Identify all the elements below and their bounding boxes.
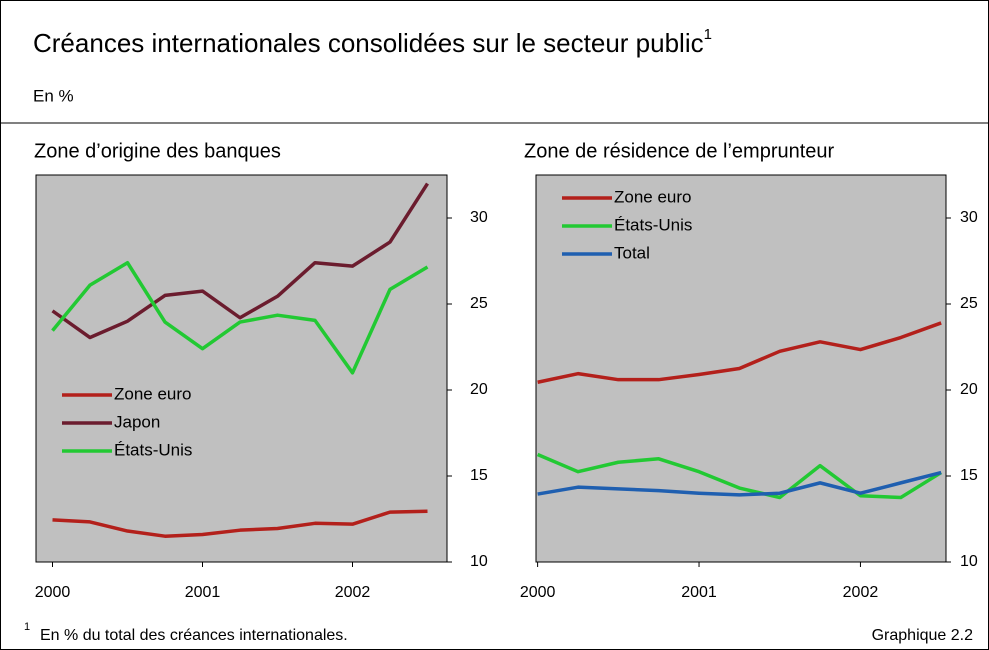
x-tick-label: 2001 bbox=[185, 584, 221, 601]
x-tick-label: 2002 bbox=[843, 584, 879, 601]
footnote-marker: 1 bbox=[24, 621, 30, 633]
series-line bbox=[537, 470, 942, 497]
y-tick-label: 25 bbox=[960, 295, 978, 312]
y-tick-label: 10 bbox=[960, 553, 978, 570]
source-label: Graphique 2.2 bbox=[872, 627, 974, 644]
footnote: En % du total des créances international… bbox=[40, 627, 348, 644]
plot-area bbox=[35, 174, 448, 563]
panel-title: Zone d’origine des banques bbox=[34, 140, 281, 162]
y-tick-label: 20 bbox=[470, 381, 488, 398]
series-line bbox=[536, 452, 943, 500]
x-tick-label: 2001 bbox=[681, 584, 717, 601]
panel-title: Zone de résidence de l’emprunteur bbox=[524, 140, 835, 162]
series-line bbox=[52, 509, 428, 538]
legend-label: États-Unis bbox=[614, 215, 692, 234]
x-tick-label: 2000 bbox=[35, 584, 71, 601]
series-line bbox=[51, 182, 429, 340]
y-tick-label: 30 bbox=[470, 209, 488, 226]
subtitle: En % bbox=[33, 86, 74, 105]
legend-label: États-Unis bbox=[114, 440, 192, 459]
x-tick-label: 2000 bbox=[520, 584, 556, 601]
legend-label: Total bbox=[614, 243, 650, 262]
legend-label: Zone euro bbox=[114, 384, 192, 403]
y-tick-label: 15 bbox=[960, 467, 978, 484]
series-line bbox=[51, 260, 429, 375]
y-tick-label: 15 bbox=[470, 467, 488, 484]
x-tick-label: 2002 bbox=[335, 584, 371, 601]
y-tick-label: 25 bbox=[470, 295, 488, 312]
y-tick-label: 30 bbox=[960, 209, 978, 226]
page-title: Créances internationales consolidées sur… bbox=[33, 26, 712, 58]
y-tick-label: 20 bbox=[960, 381, 978, 398]
series-line bbox=[537, 321, 942, 384]
title-text: Créances internationales consolidées sur… bbox=[33, 28, 704, 58]
legend-label: Zone euro bbox=[614, 187, 692, 206]
y-tick-label: 10 bbox=[470, 553, 488, 570]
title-note: 1 bbox=[704, 26, 712, 43]
legend-label: Japon bbox=[114, 412, 160, 431]
